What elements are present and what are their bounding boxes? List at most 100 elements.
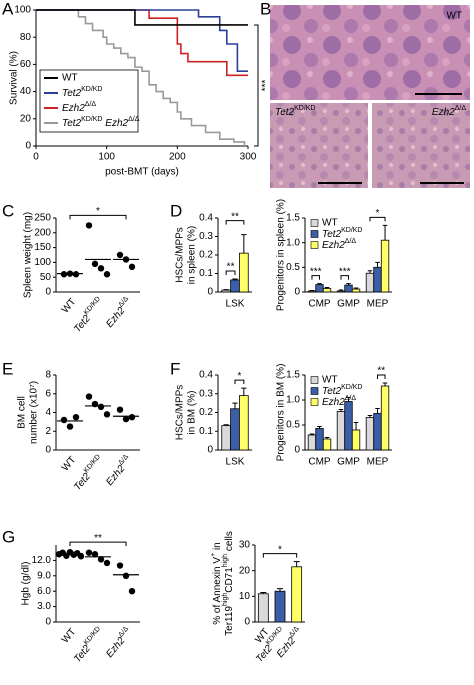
- y-axis-label: Spleen weight (mg): [23, 212, 34, 298]
- significance-bracket: [225, 270, 236, 276]
- bar: [373, 413, 382, 451]
- data-point: [97, 556, 105, 563]
- x-tick-label: GMP: [337, 457, 360, 468]
- legend-swatch: [310, 241, 319, 249]
- legend-swatch: [310, 376, 319, 384]
- y-tick-label: 0: [45, 287, 51, 298]
- y-tick-label: 200: [34, 227, 51, 238]
- y-tick-label: 0: [25, 141, 31, 152]
- y-tick-label: 100: [34, 257, 51, 268]
- bar: [230, 279, 240, 293]
- y-tick-label: 0.5: [286, 420, 300, 431]
- y-tick-label: 40: [20, 86, 32, 97]
- error-bar: [382, 224, 388, 241]
- y-tick-label: 8: [45, 370, 51, 381]
- panel-letter: C: [2, 201, 14, 220]
- survival-curve: [36, 9, 248, 77]
- bar: [380, 385, 390, 451]
- bar: [344, 284, 353, 293]
- bar: [239, 395, 249, 451]
- data-point: [122, 572, 130, 579]
- x-tick-label: Tet2KD/KD: [71, 296, 106, 335]
- data-point: [97, 403, 105, 411]
- data-point: [122, 415, 130, 423]
- y-axis-label: % of Annexin V+ in: [210, 542, 222, 624]
- image-label: Ezh2Δ/Δ: [432, 105, 466, 117]
- error-bar: [382, 382, 388, 386]
- bar: [336, 411, 346, 451]
- y-tick-label: 30: [239, 540, 251, 551]
- y-tick-label: 0.3: [199, 388, 213, 399]
- image-label: WT: [446, 11, 462, 22]
- bar: [344, 401, 353, 451]
- panel-letter: G: [2, 527, 15, 546]
- y-tick-label: 6: [45, 388, 51, 399]
- y-tick-label: 12.0: [32, 555, 52, 566]
- legend-label: Tet2KD/KD: [322, 384, 363, 396]
- y-tick-label: 80: [20, 32, 32, 43]
- y-tick-label: 0.2: [199, 407, 213, 418]
- data-point: [103, 271, 111, 278]
- bar: [221, 289, 231, 293]
- y-tick-label: 20: [239, 565, 251, 576]
- data-point: [72, 413, 80, 421]
- significance-bracket: [254, 24, 259, 147]
- x-tick-label: Tet2KD/KD: [71, 454, 106, 493]
- legend-label: WT: [62, 73, 78, 84]
- bar: [373, 266, 382, 293]
- y-tick-label: 50: [40, 272, 52, 283]
- significance-label: **: [227, 262, 235, 273]
- significance-bracket: [69, 541, 127, 547]
- y-axis-label: BM cell: [17, 396, 28, 429]
- x-tick-label: WT: [60, 297, 78, 316]
- y-axis-label: in spleen (%): [187, 226, 198, 284]
- y-axis-label: in BM (%): [187, 391, 198, 435]
- significance-bracket: [311, 275, 320, 280]
- y-tick-label: 1.5: [286, 213, 300, 224]
- y-tick-label: 0.2: [199, 250, 213, 261]
- y-axis-label: Progenitors in BM (%): [276, 364, 287, 462]
- bar: [365, 417, 375, 451]
- data-point: [128, 588, 136, 595]
- bar: [365, 272, 375, 293]
- x-tick-label: Ezh2Δ/Δ: [103, 625, 135, 659]
- image-label: Tet2KD/KD: [275, 105, 316, 117]
- error-bar: [309, 433, 315, 435]
- legend-label: Ezh2Δ/Δ: [62, 101, 96, 113]
- data-point: [85, 393, 93, 400]
- error-bar: [241, 387, 247, 396]
- x-tick-label: LSK: [226, 299, 245, 310]
- y-tick-label: 0.4: [199, 213, 213, 224]
- y-axis-label: Progenitors in spleen (%): [276, 199, 287, 311]
- bar: [351, 288, 361, 293]
- legend-label: Tet2KD/KD Ezh2Δ/Δ: [62, 116, 140, 128]
- error-bar: [223, 289, 229, 291]
- bar: [257, 593, 269, 623]
- error-bar: [241, 234, 247, 254]
- bar: [322, 438, 332, 451]
- x-tick-label: Ezh2Δ/Δ: [103, 453, 135, 487]
- y-tick-label: 9.0: [37, 570, 51, 581]
- data-point: [116, 251, 124, 259]
- bar: [380, 239, 390, 293]
- y-axis-label: Ter119highCD71high cells: [222, 531, 234, 636]
- y-axis-label: number (x10⁷): [29, 381, 40, 444]
- legend-label: Ezh2Δ/Δ: [322, 238, 356, 250]
- bar: [230, 408, 240, 451]
- y-tick-label: 1.0: [286, 237, 300, 248]
- error-bar: [346, 283, 351, 286]
- y-tick-label: 0: [294, 287, 300, 298]
- data-point: [77, 553, 85, 560]
- error-bar: [338, 409, 344, 412]
- y-tick-label: 0.5: [286, 262, 300, 273]
- significance-bracket: [225, 220, 245, 225]
- y-tick-label: 60: [20, 59, 32, 70]
- significance-label: *: [376, 208, 380, 219]
- panel-letter: D: [170, 201, 182, 220]
- y-tick-label: 0: [207, 445, 213, 456]
- error-bar: [367, 415, 373, 418]
- legend-swatch: [310, 387, 319, 395]
- bar: [307, 290, 317, 293]
- y-tick-label: 0: [294, 445, 300, 456]
